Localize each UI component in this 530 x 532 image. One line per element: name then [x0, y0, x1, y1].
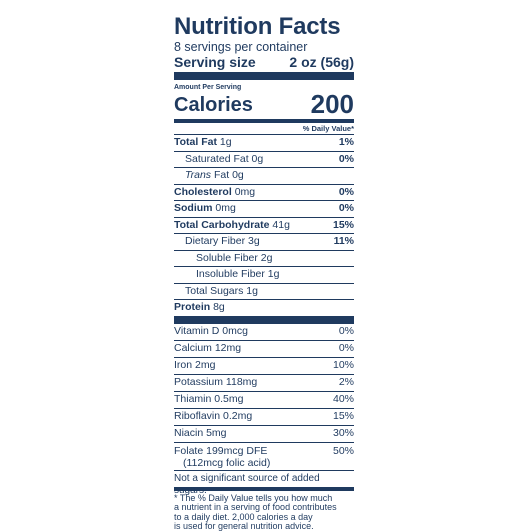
footnote-line: to a daily diet. 2,000 calories a day	[174, 511, 313, 522]
nutrient-amount: 2g	[260, 251, 273, 264]
vitamin-text: Iron 2mg	[174, 359, 216, 371]
vitamin-row: Thiamin 0.5mg 40%	[174, 390, 354, 408]
nutrient-name: Trans	[185, 169, 212, 182]
nutrient-amount: 1g	[219, 136, 232, 149]
nutrient-row-protein: Protein 8g	[174, 299, 354, 316]
nutrient-row-sodium: Sodium 0mg 0%	[174, 200, 354, 217]
folate-text: Folate 199mcg DFE (112mcg folic acid)	[174, 445, 270, 470]
footnote-line: * The % Daily Value tells you how much	[174, 492, 333, 503]
vitamin-row: Riboflavin 0.2mg 15%	[174, 407, 354, 425]
footnote: * The % Daily Value tells you how much a…	[174, 491, 354, 532]
nutrition-facts-label: Nutrition Facts 8 servings per container…	[174, 14, 354, 532]
nutrient-dv: 15%	[332, 218, 354, 231]
vitamin-row: Iron 2mg 10%	[174, 356, 354, 374]
nutrient-row-insoluble-fiber: Insoluble Fiber 1g	[174, 266, 354, 283]
vitamin-text: Vitamin D 0mcg	[174, 325, 248, 337]
footnote-line: a nutrient in a serving of food contribu…	[174, 502, 337, 512]
daily-value-header: % Daily Value*	[302, 124, 354, 133]
nutrient-name: Total Carbohydrate	[174, 218, 270, 231]
nutrient-amount: 0mg	[215, 202, 236, 215]
vitamin-dv: 0%	[338, 342, 354, 354]
folate-dv: 50%	[332, 444, 354, 457]
vitamin-row: Potassium 118mg 2%	[174, 373, 354, 391]
vitamin-dv: 30%	[332, 427, 354, 439]
nutrient-amount: 8g	[213, 301, 225, 314]
vitamin-text: Calcium 12mg	[174, 342, 242, 354]
vitamin-dv: 0%	[338, 325, 354, 337]
serving-size-row: Serving size 2 oz (56g)	[174, 54, 354, 70]
vitamin-dv: 10%	[332, 359, 354, 371]
folate-line1: Folate 199mcg DFE	[174, 444, 268, 457]
nutrient-amount: 0g	[251, 152, 264, 165]
nutrient-amount: 41g	[272, 218, 290, 231]
vitamin-text: Riboflavin 0.2mg	[174, 410, 253, 422]
nutrient-row-total-carbohydrate: Total Carbohydrate 41g 15%	[174, 216, 354, 234]
nutrient-dv: 0%	[338, 185, 354, 198]
vitamin-dv: 40%	[332, 393, 354, 405]
vitamin-row: Niacin 5mg 30%	[174, 424, 354, 442]
nutrient-name: Soluble Fiber	[196, 251, 258, 264]
added-sugars-note: Not a significant source of added sugars…	[174, 472, 320, 496]
calories-row: Calories 200	[174, 89, 354, 119]
nutrient-row-total-sugars: Total Sugars 1g	[174, 282, 354, 300]
footnote-line: is used for general nutrition advice.	[174, 521, 314, 531]
vitamin-text: Niacin 5mg	[174, 427, 227, 439]
vitamin-row: Calcium 12mg 0%	[174, 339, 354, 357]
nutrient-row-trans-fat: Trans Fat 0g	[174, 167, 354, 184]
servings-per-container: 8 servings per container	[174, 40, 308, 54]
nutrient-name: Sodium	[174, 202, 213, 215]
nutrient-amount: 3g	[248, 235, 260, 248]
calories-value: 200	[310, 89, 354, 119]
vitamin-text: Potassium 118mg	[174, 376, 258, 388]
nutrient-row-dietary-fiber: Dietary Fiber 3g 11%	[174, 233, 354, 250]
label-title: Nutrition Facts	[174, 13, 341, 40]
nutrient-dv: 11%	[333, 235, 354, 248]
nutrient-amount: 0g	[232, 169, 244, 182]
nutrient-name-rest: Fat	[213, 169, 230, 182]
thick-divider	[174, 315, 354, 324]
serving-size-label: Serving size	[174, 54, 256, 70]
nutrient-dv: 0%	[338, 152, 354, 165]
nutrient-name: Total Sugars	[185, 284, 244, 297]
thick-divider	[174, 72, 354, 80]
calories-label: Calories	[174, 94, 253, 116]
nutrient-name: Cholesterol	[174, 185, 232, 198]
nutrient-name: Saturated Fat	[185, 152, 249, 165]
vitamin-text: Thiamin 0.5mg	[174, 393, 244, 405]
vitamin-dv: 15%	[332, 410, 354, 422]
medium-divider	[174, 119, 354, 123]
nutrient-dv: 0%	[338, 202, 354, 215]
nutrient-dv: 1%	[338, 136, 354, 149]
nutrient-row-saturated-fat: Saturated Fat 0g 0%	[174, 150, 354, 168]
nutrient-row-cholesterol: Cholesterol 0mg 0%	[174, 183, 354, 201]
nutrient-amount: 0mg	[234, 185, 256, 198]
vitamin-dv: 2%	[338, 376, 354, 388]
amount-per-serving: Amount Per Serving	[174, 84, 242, 91]
serving-size-value: 2 oz (56g)	[289, 54, 354, 70]
nutrient-amount: 1g	[267, 268, 280, 281]
vitamin-row: Vitamin D 0mcg 0%	[174, 324, 354, 340]
nutrient-row-soluble-fiber: Soluble Fiber 2g	[174, 249, 354, 267]
nutrient-row-total-fat: Total Fat 1g 1%	[174, 134, 354, 151]
vitamins-section: Vitamin D 0mcg 0% Calcium 12mg 0% Iron 2…	[174, 324, 354, 470]
folate-row: Folate 199mcg DFE (112mcg folic acid) 50…	[174, 441, 354, 470]
thin-divider	[174, 469, 354, 471]
nutrient-name: Dietary Fiber	[185, 235, 246, 248]
nutrient-name: Total Fat	[174, 136, 217, 149]
nutrient-name: Insoluble Fiber	[196, 268, 265, 281]
nutrient-amount: 1g	[246, 284, 258, 297]
medium-divider	[174, 486, 354, 491]
nutrient-name: Protein	[174, 301, 211, 314]
folate-line2: (112mcg folic acid)	[183, 456, 271, 469]
